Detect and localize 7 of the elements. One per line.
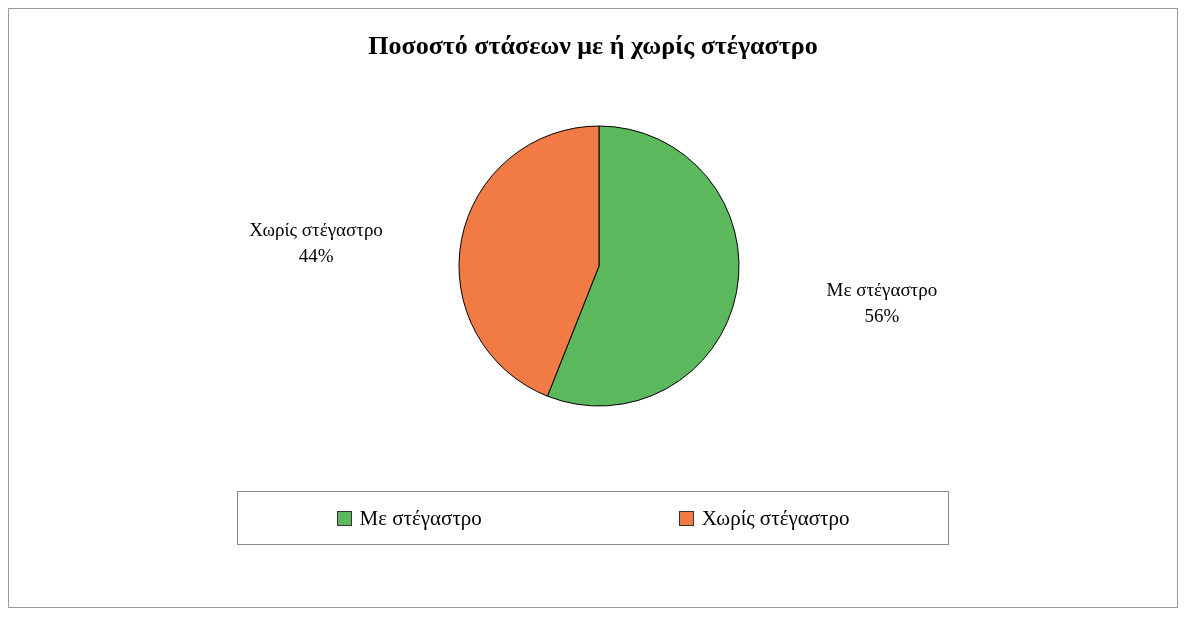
slice-label: Με στέγαστρο	[826, 279, 938, 301]
chart-title: Ποσοστό στάσεων με ή χωρίς στέγαστρο	[367, 31, 819, 61]
legend-label: Με στέγαστρο	[359, 505, 482, 531]
data-label: 44%	[298, 244, 334, 266]
slice-label: Χωρίς στέγαστρο	[249, 218, 383, 240]
data-label: 56%	[864, 305, 900, 327]
legend-label: Χωρίς στέγαστρο	[701, 505, 850, 531]
